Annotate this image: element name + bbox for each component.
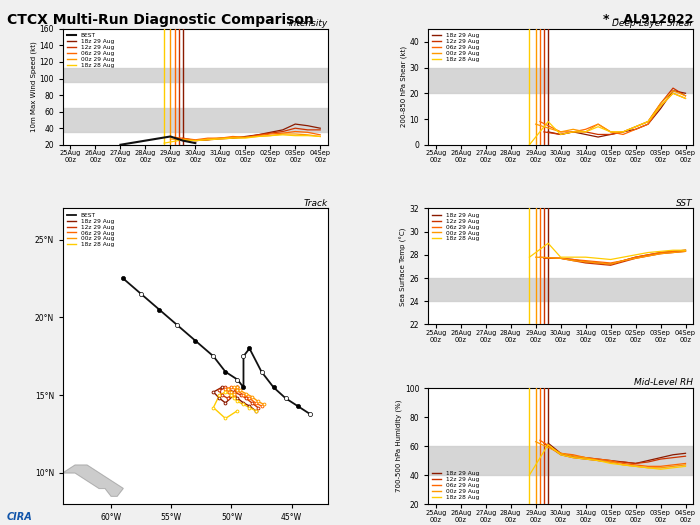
Text: SST: SST: [676, 199, 693, 208]
Text: Mid-Level RH: Mid-Level RH: [634, 379, 693, 387]
Bar: [428, 68, 693, 93]
Bar: [63, 68, 328, 82]
Y-axis label: Sea Surface Temp (°C): Sea Surface Temp (°C): [400, 227, 407, 306]
Legend: BEST, 18z 29 Aug, 12z 29 Aug, 06z 29 Aug, 00z 29 Aug, 18z 28 Aug: BEST, 18z 29 Aug, 12z 29 Aug, 06z 29 Aug…: [66, 32, 115, 69]
Legend: 18z 29 Aug, 12z 29 Aug, 06z 29 Aug, 00z 29 Aug, 18z 28 Aug: 18z 29 Aug, 12z 29 Aug, 06z 29 Aug, 00z …: [431, 32, 480, 63]
Y-axis label: 200-850 hPa Shear (kt): 200-850 hPa Shear (kt): [400, 46, 407, 128]
Text: * - AL912022: * - AL912022: [603, 13, 693, 26]
Legend: 18z 29 Aug, 12z 29 Aug, 06z 29 Aug, 00z 29 Aug, 18z 28 Aug: 18z 29 Aug, 12z 29 Aug, 06z 29 Aug, 00z …: [431, 470, 480, 501]
Y-axis label: 700-500 hPa Humidity (%): 700-500 hPa Humidity (%): [395, 400, 402, 492]
Bar: [428, 446, 693, 475]
Bar: [428, 278, 693, 301]
Legend: BEST, 18z 29 Aug, 12z 29 Aug, 06z 29 Aug, 00z 29 Aug, 18z 28 Aug: BEST, 18z 29 Aug, 12z 29 Aug, 06z 29 Aug…: [66, 212, 115, 249]
Text: CTCX Multi-Run Diagnostic Comparison: CTCX Multi-Run Diagnostic Comparison: [7, 13, 314, 27]
Text: Track: Track: [304, 199, 328, 208]
Polygon shape: [63, 465, 123, 496]
Text: Deep-Layer Shear: Deep-Layer Shear: [612, 19, 693, 28]
Legend: 18z 29 Aug, 12z 29 Aug, 06z 29 Aug, 00z 29 Aug, 18z 28 Aug: 18z 29 Aug, 12z 29 Aug, 06z 29 Aug, 00z …: [431, 212, 480, 243]
Y-axis label: 10m Max Wind Speed (kt): 10m Max Wind Speed (kt): [30, 41, 36, 132]
Text: Intensity: Intensity: [288, 19, 328, 28]
Bar: [63, 108, 328, 132]
Text: CIRA: CIRA: [7, 512, 33, 522]
